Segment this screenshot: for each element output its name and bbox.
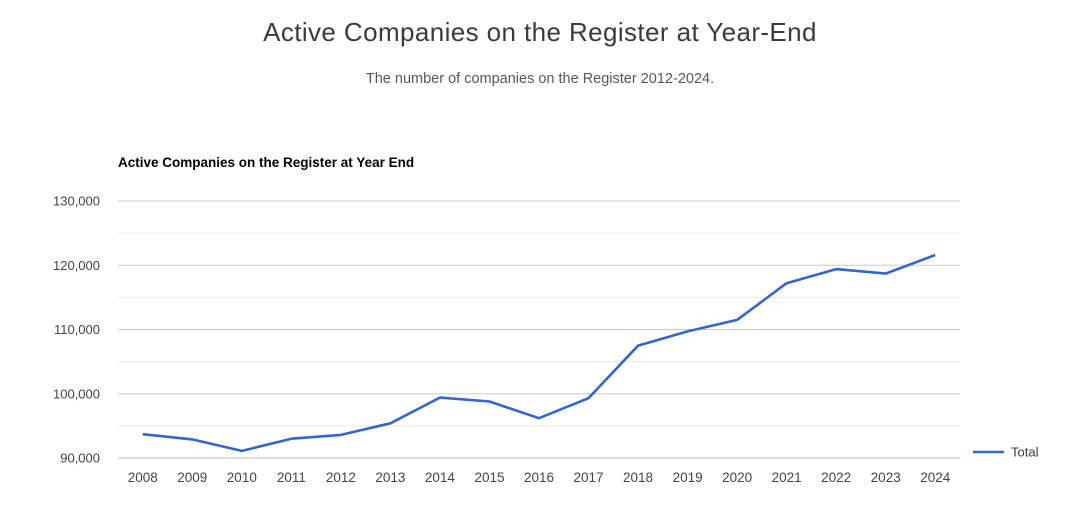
y-axis-tick-label: 130,000 xyxy=(53,194,100,209)
page-title: Active Companies on the Register at Year… xyxy=(263,17,817,47)
y-axis-tick-label: 90,000 xyxy=(60,451,100,466)
x-axis-tick-label: 2008 xyxy=(128,470,158,485)
x-axis-tick-label: 2018 xyxy=(623,470,653,485)
x-axis-tick-label: 2014 xyxy=(425,470,456,485)
x-axis-tick-label: 2019 xyxy=(673,470,703,485)
y-axis-tick-label: 110,000 xyxy=(54,322,100,337)
chart-title: Active Companies on the Register at Year… xyxy=(118,155,415,170)
x-axis-tick-label: 2011 xyxy=(277,470,306,485)
x-axis-tick-label: 2016 xyxy=(524,470,554,485)
x-axis-tick-label: 2023 xyxy=(871,470,901,485)
page-subtitle: The number of companies on the Register … xyxy=(365,71,715,87)
x-axis-tick-label: 2015 xyxy=(474,470,504,485)
x-axis-tick-label: 2017 xyxy=(574,470,604,485)
x-axis-tick-label: 2024 xyxy=(920,470,951,485)
x-axis-tick-label: 2013 xyxy=(375,470,405,485)
x-axis-tick-label: 2022 xyxy=(821,470,851,485)
legend-label: Total xyxy=(1011,445,1039,460)
x-axis-tick-label: 2021 xyxy=(772,470,802,485)
y-axis-tick-label: 120,000 xyxy=(53,258,100,273)
x-axis-tick-label: 2010 xyxy=(227,470,257,485)
x-axis-tick-label: 2012 xyxy=(326,470,356,485)
series-total-line[interactable] xyxy=(142,253,936,453)
x-axis-tick-label: 2009 xyxy=(177,470,207,485)
x-axis-tick-label: 2020 xyxy=(722,470,752,485)
y-axis-tick-label: 100,000 xyxy=(53,386,100,401)
